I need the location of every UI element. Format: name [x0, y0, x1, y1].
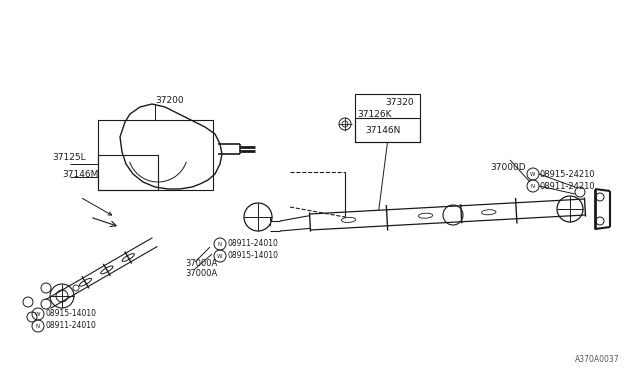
Bar [98, 120, 213, 190]
Text: W: W [531, 171, 536, 176]
Text: 37126K: 37126K [357, 109, 392, 119]
Text: 37000A: 37000A [185, 260, 217, 269]
Text: 37146N: 37146N [365, 125, 401, 135]
Text: 08915-14010: 08915-14010 [227, 251, 278, 260]
Text: 08911-24210: 08911-24210 [540, 182, 596, 190]
Text: A370A0037: A370A0037 [575, 356, 620, 365]
Text: 37200: 37200 [155, 96, 184, 105]
Text: 08915-14010: 08915-14010 [45, 310, 96, 318]
Text: W: W [217, 253, 223, 259]
Bar [98, 155, 158, 190]
Bar [355, 118, 420, 142]
Text: 08915-24210: 08915-24210 [540, 170, 596, 179]
Text: 37000D: 37000D [490, 163, 525, 171]
Text: 37146M: 37146M [62, 170, 99, 179]
Text: 37000A: 37000A [185, 269, 217, 279]
Text: 08911-24010: 08911-24010 [45, 321, 96, 330]
Text: 37125L: 37125L [52, 153, 86, 161]
Text: 37320: 37320 [385, 97, 413, 106]
Bar [355, 94, 420, 142]
Text: N: N [531, 183, 535, 189]
Text: N: N [218, 241, 222, 247]
Text: N: N [36, 324, 40, 328]
Text: W: W [35, 311, 41, 317]
Text: 08911-24010: 08911-24010 [227, 240, 278, 248]
